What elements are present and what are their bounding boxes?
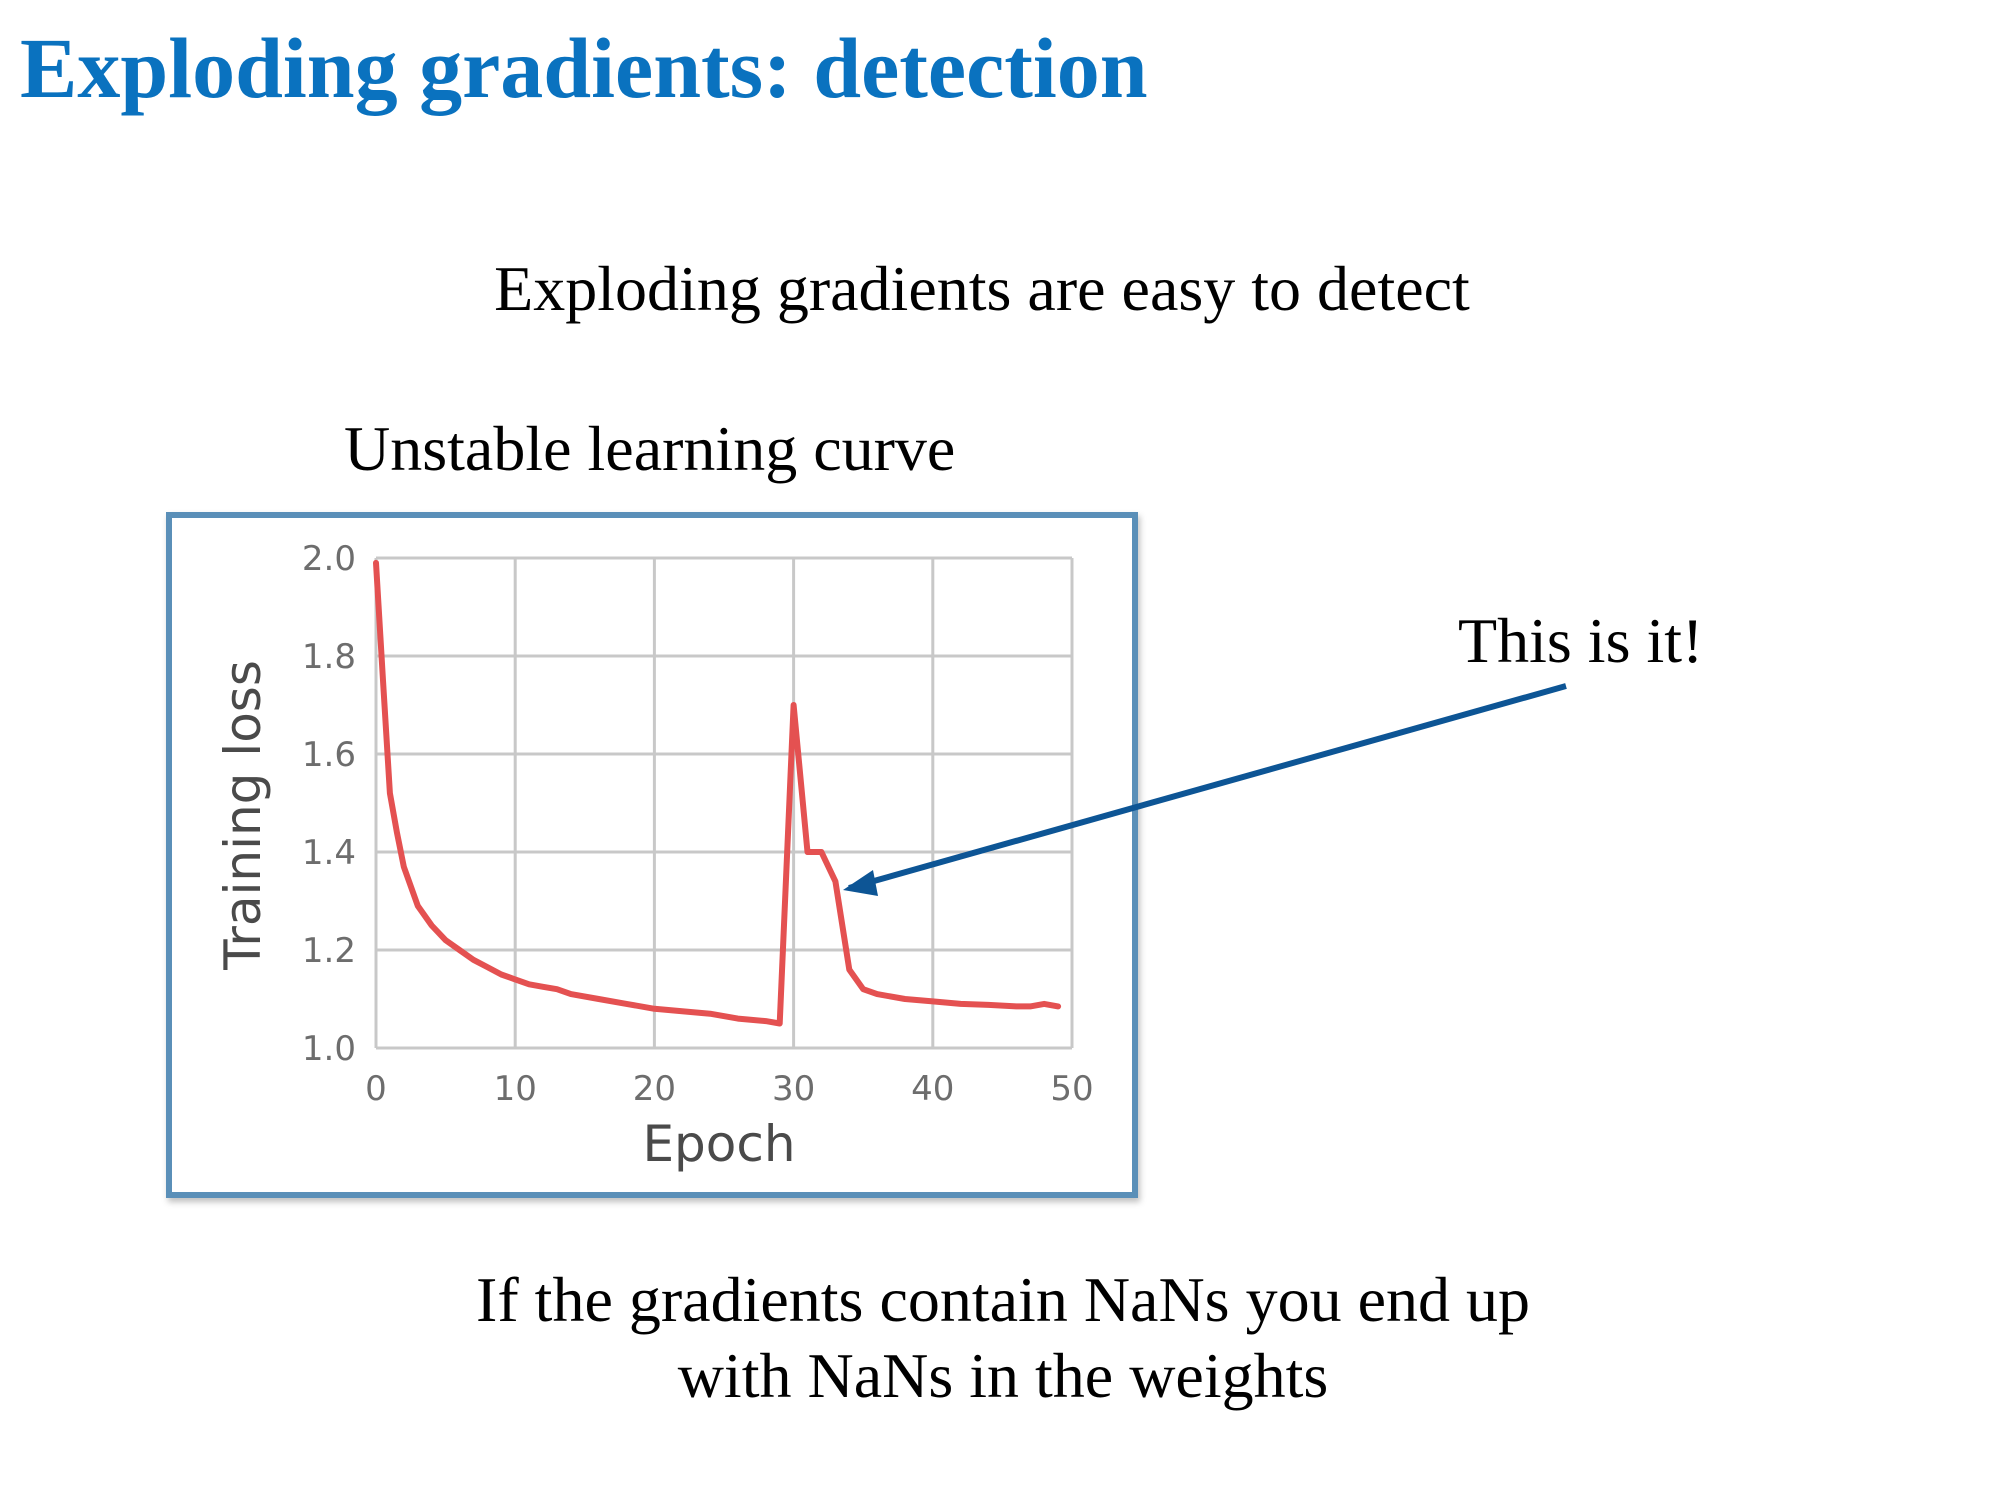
footer-line-1: If the gradients contain NaNs you end up — [476, 1264, 1530, 1335]
y-axis-label: Training loss — [214, 660, 272, 971]
footer-line-2: with NaNs in the weights — [677, 1340, 1329, 1411]
slide-title: Exploding gradients: detection — [20, 20, 1148, 116]
tick-layer: 0 10 20 30 40 50 1.0 1.2 1.4 1.6 1.8 2.0 — [302, 539, 1094, 1109]
callout-text: This is it! — [1458, 605, 1704, 676]
chart-caption: Unstable learning curve — [344, 413, 956, 484]
x-tick-label-0: 0 — [365, 1069, 387, 1109]
series-line-training-loss — [373, 559, 1062, 1027]
series-layer — [373, 559, 1062, 1027]
y-tick-label-1.6: 1.6 — [302, 735, 356, 775]
chart-frame: 0 10 20 30 40 50 1.0 1.2 1.4 1.6 1.8 2.0 Epoch Trai… — [166, 512, 1138, 1198]
learning-curve-chart: 0 10 20 30 40 50 1.0 1.2 1.4 1.6 1.8 2.0 Epoch Trai… — [214, 539, 1094, 1173]
x-tick-label-20: 20 — [633, 1069, 676, 1109]
x-axis-label: Epoch — [642, 1115, 795, 1173]
x-tick-label-40: 40 — [911, 1069, 954, 1109]
y-tick-label-1.0: 1.0 — [302, 1029, 356, 1069]
footer-text: If the gradients contain NaNs you end up… — [0, 1262, 2000, 1414]
x-tick-label-30: 30 — [772, 1069, 815, 1109]
y-tick-label-1.4: 1.4 — [302, 833, 356, 873]
y-tick-label-2.0: 2.0 — [302, 539, 356, 579]
x-tick-label-50: 50 — [1050, 1069, 1093, 1109]
y-tick-label-1.2: 1.2 — [302, 931, 356, 971]
slide-subtitle: Exploding gradients are easy to detect — [494, 253, 1470, 324]
grid-layer — [374, 556, 1074, 1050]
x-tick-label-10: 10 — [494, 1069, 537, 1109]
y-tick-label-1.8: 1.8 — [302, 637, 356, 677]
